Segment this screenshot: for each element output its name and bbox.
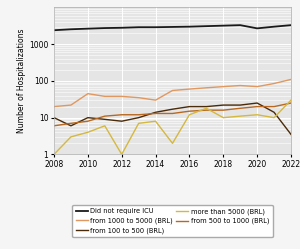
Legend: Did not require ICU, from 1000 to 5000 (BRL), from 100 to 500 (BRL), more than 5: Did not require ICU, from 1000 to 5000 (… [72, 205, 273, 237]
Y-axis label: Number of Hospitalizations: Number of Hospitalizations [17, 29, 26, 133]
